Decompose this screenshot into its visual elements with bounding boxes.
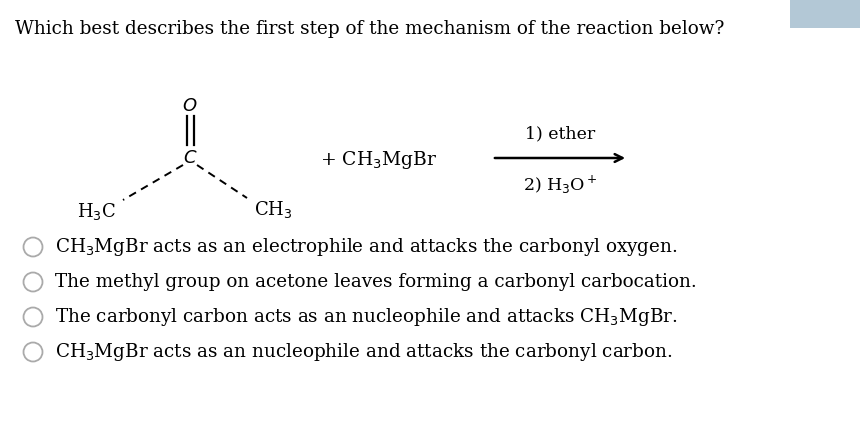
Text: The carbonyl carbon acts as an nucleophile and attacks CH$_3$MgBr.: The carbonyl carbon acts as an nucleophi… <box>55 306 678 328</box>
Text: 1) ether: 1) ether <box>525 125 595 142</box>
Text: Which best describes the first step of the mechanism of the reaction below?: Which best describes the first step of t… <box>15 20 724 38</box>
Text: 2) H$_3$O$^+$: 2) H$_3$O$^+$ <box>523 174 598 196</box>
Bar <box>790 0 860 28</box>
Text: + CH$_3$MgBr: + CH$_3$MgBr <box>320 149 438 171</box>
Text: The methyl group on acetone leaves forming a carbonyl carbocation.: The methyl group on acetone leaves formi… <box>55 273 697 291</box>
Text: CH$_3$MgBr acts as an nucleophile and attacks the carbonyl carbon.: CH$_3$MgBr acts as an nucleophile and at… <box>55 341 673 363</box>
Text: $C$: $C$ <box>182 149 197 167</box>
Text: CH$_3$MgBr acts as an electrophile and attacks the carbonyl oxygen.: CH$_3$MgBr acts as an electrophile and a… <box>55 236 678 258</box>
Text: $O$: $O$ <box>182 97 198 115</box>
Text: H$_3$C: H$_3$C <box>77 201 116 222</box>
Text: CH$_3$: CH$_3$ <box>254 198 292 219</box>
